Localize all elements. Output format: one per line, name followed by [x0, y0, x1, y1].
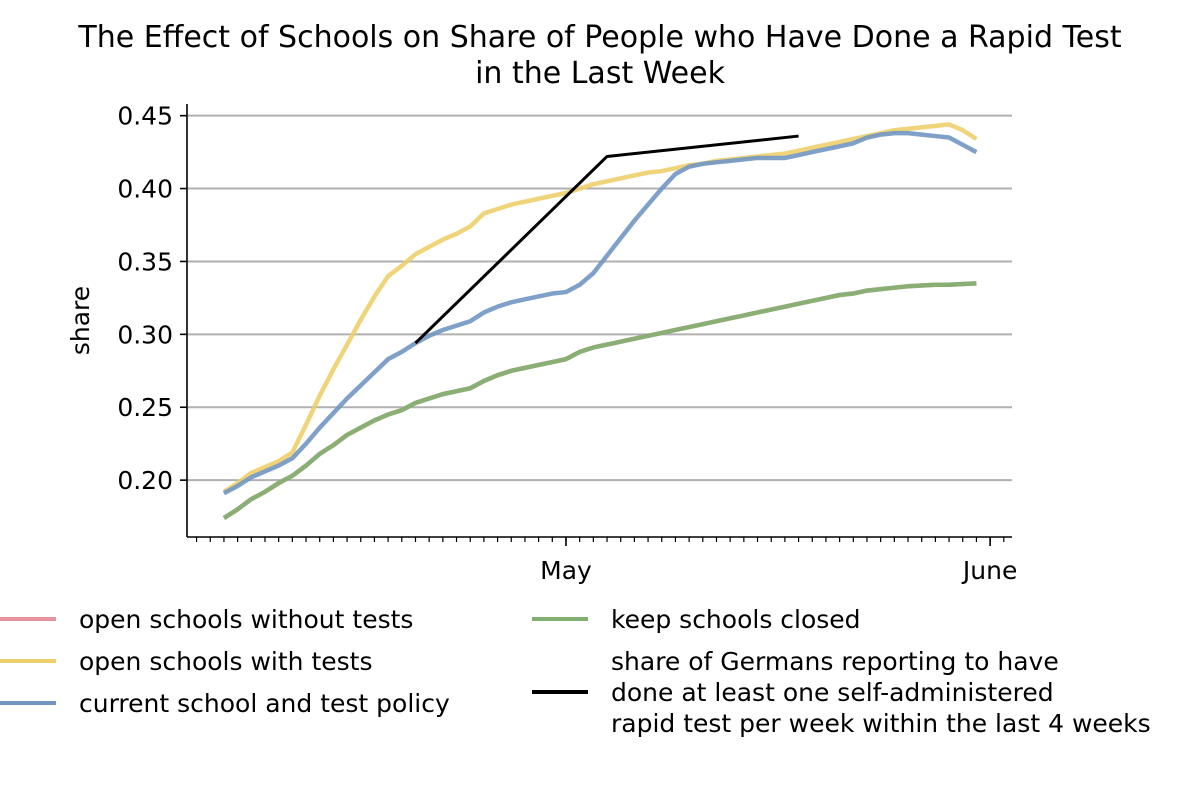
series-line: [222, 281, 977, 520]
legend-label: share of Germans reporting to have done …: [611, 646, 1151, 738]
legend-swatch: [532, 690, 588, 694]
legend-swatch: [0, 617, 56, 621]
series-line: [222, 130, 978, 496]
legend-swatch: [0, 659, 56, 663]
y-tick-label: 0.20: [117, 466, 173, 495]
legend-swatch: [0, 701, 56, 705]
series-line: [222, 281, 977, 520]
y-tick-label: 0.30: [117, 320, 173, 349]
y-axis-label: share: [66, 286, 95, 355]
x-tick-label: June: [961, 556, 1017, 585]
legend-label: keep schools closed: [611, 604, 861, 634]
y-tick-label: 0.45: [117, 102, 173, 131]
y-tick-label: 0.25: [117, 393, 173, 422]
chart-title: The Effect of Schools on Share of People…: [78, 20, 1122, 91]
y-tick-label: 0.40: [117, 175, 173, 204]
legend-label: current school and test policy: [79, 688, 450, 718]
legend-label: open schools without tests: [79, 604, 414, 634]
series-line: [222, 122, 978, 494]
legend-label: open schools with tests: [79, 646, 373, 676]
series-line: [414, 134, 799, 345]
y-tick-label: 0.35: [117, 247, 173, 276]
x-tick-label: May: [540, 556, 592, 585]
legend-swatch: [532, 617, 588, 621]
